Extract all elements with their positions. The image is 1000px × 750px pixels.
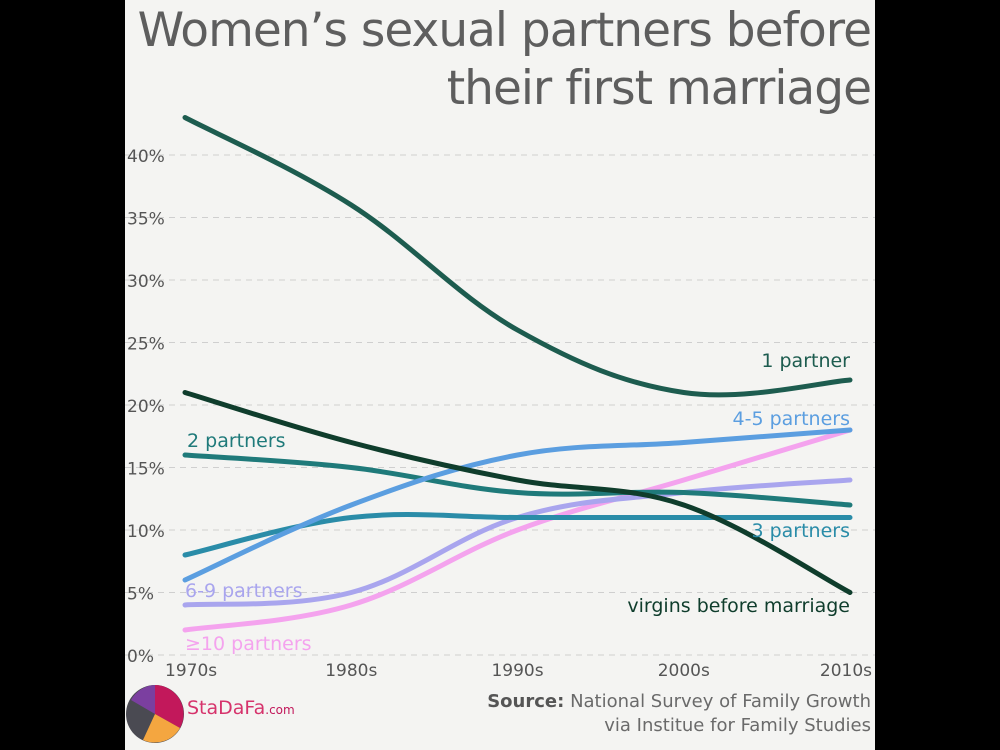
series-line-one: [182, 115, 853, 398]
series-lines: [182, 115, 853, 633]
title-line-2: their first marriage: [446, 61, 872, 116]
source-label: Source:: [487, 691, 565, 712]
x-tick-label: 1970s: [165, 661, 217, 681]
y-tick-label: 5%: [127, 585, 154, 605]
series-label-sixnine: 6-9 partners: [185, 580, 302, 602]
chart-panel: Women’s sexual partners before their fir…: [125, 0, 875, 750]
y-tick-label: 10%: [127, 522, 165, 542]
chart-title: Women’s sexual partners before their fir…: [137, 2, 872, 118]
brand-text: StaDaFa: [187, 697, 266, 719]
y-tick-label: 40%: [127, 147, 165, 167]
series-line-virgins: [182, 390, 853, 595]
source-note: Source: National Survey of Family Growth…: [487, 690, 871, 738]
brand-name: StaDaFa.com: [187, 697, 295, 719]
y-tick-label: 15%: [127, 460, 165, 480]
y-tick-label: 20%: [127, 397, 165, 417]
series-labels: 1 partner virgins before marriage 2 partne…: [185, 350, 850, 655]
title-line-1: Women’s sexual partners before: [137, 3, 872, 58]
series-label-three: 3 partners: [751, 520, 850, 542]
x-axis-ticks: 1970s 1980s 1990s 2000s 2010s: [165, 661, 872, 681]
series-line-two: [182, 452, 853, 508]
series-line-ten: [182, 427, 853, 633]
x-tick-label: 2010s: [820, 661, 872, 681]
x-tick-label: 1980s: [325, 661, 377, 681]
y-tick-label: 30%: [127, 272, 165, 292]
x-tick-label: 1990s: [491, 661, 543, 681]
series-line-three: [182, 512, 853, 558]
y-tick-label: 25%: [127, 335, 165, 355]
brand-suffix: .com: [265, 703, 295, 717]
series-line-fourfive: [182, 427, 853, 583]
y-tick-label: 0%: [127, 647, 154, 667]
series-label-one: 1 partner: [761, 350, 850, 372]
y-tick-label: 35%: [127, 210, 165, 230]
series-label-virgins: virgins before marriage: [627, 595, 850, 617]
stadafa-logo-icon: [126, 685, 184, 743]
series-label-ten: ≥10 partners: [185, 633, 312, 655]
source-line-1: National Survey of Family Growth: [570, 691, 871, 712]
x-tick-label: 2000s: [658, 661, 710, 681]
y-axis-ticks: 0% 5% 10% 15% 20% 25% 30% 35% 40%: [127, 147, 165, 667]
series-label-two: 2 partners: [187, 430, 286, 452]
line-chart: 0% 5% 10% 15% 20% 25% 30% 35% 40% 1970s 1980s 1990…: [125, 115, 875, 681]
gridlines: [125, 154, 875, 656]
source-line-2: via Institue for Family Studies: [604, 715, 871, 736]
series-label-fourfive: 4-5 partners: [733, 408, 850, 430]
